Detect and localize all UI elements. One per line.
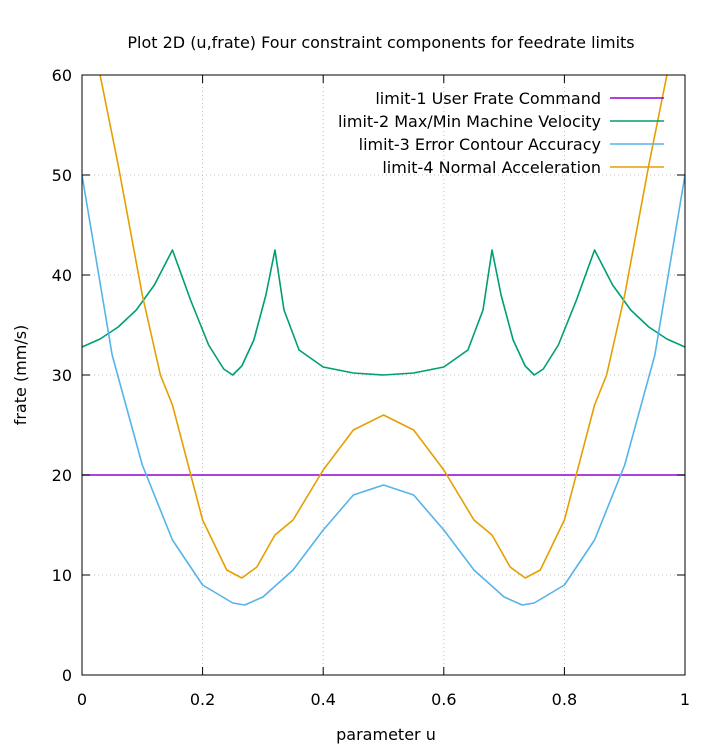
x-axis-label: parameter u [336,725,436,744]
legend-label: limit-2 Max/Min Machine Velocity [338,112,601,131]
x-tick-label: 0 [77,690,87,709]
x-tick-label: 0.2 [190,690,215,709]
legend: limit-1 User Frate Command limit-2 Max/Mi… [338,89,664,177]
x-tick-label: 1 [680,690,690,709]
y-tick-label: 0 [62,666,72,685]
y-tick-label: 20 [52,466,72,485]
chart-title: Plot 2D (u,frate) Four constraint compon… [127,33,634,52]
legend-label: limit-4 Normal Acceleration [382,158,601,177]
x-tick-label: 0.6 [431,690,456,709]
y-tick-label: 30 [52,366,72,385]
x-tick-label: 0.4 [310,690,335,709]
series-line-limit-3 [82,174,685,606]
y-tick-label: 10 [52,566,72,585]
legend-label: limit-1 User Frate Command [375,89,601,108]
series-layer [82,75,685,606]
y-axis-label: frate (mm/s) [11,325,30,426]
y-tick-label: 60 [52,66,72,85]
legend-label: limit-3 Error Contour Accuracy [359,135,601,154]
y-tick-label: 40 [52,266,72,285]
series-line-limit-4 [99,75,668,579]
y-tick-label: 50 [52,166,72,185]
series-line-limit-2 [82,249,685,376]
x-tick-label: 0.8 [552,690,577,709]
